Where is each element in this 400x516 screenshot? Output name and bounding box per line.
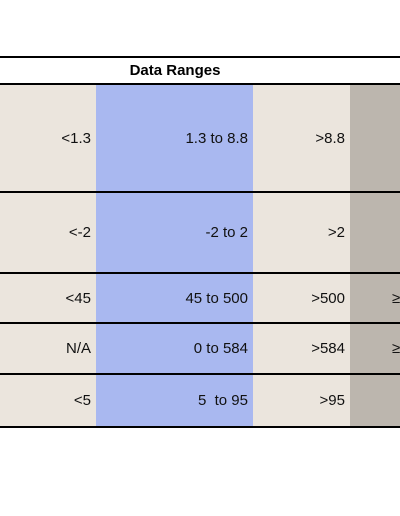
table-cell: 0 to 584: [96, 323, 253, 374]
table-cell: ≥: [350, 273, 400, 323]
table-cell: 5 to 95: [96, 374, 253, 427]
row-border: [0, 83, 400, 85]
table-cell: [350, 84, 400, 192]
row-border: [0, 272, 400, 274]
table-cell: 45 to 500: [96, 273, 253, 323]
table-cell: >2: [253, 192, 350, 273]
table-cell: >95: [253, 374, 350, 427]
table-cell: 1.3 to 8.8: [96, 84, 253, 192]
table-title: Data Ranges: [129, 62, 221, 79]
row-border: [0, 373, 400, 375]
table-cell: >584: [253, 323, 350, 374]
row-border: [0, 322, 400, 324]
table-cell: <5: [0, 374, 96, 427]
table-cell: ≥: [350, 323, 400, 374]
table-cell: -2 to 2: [96, 192, 253, 273]
row-border: [0, 191, 400, 193]
table-cell: <45: [0, 273, 96, 323]
table-cell: >500: [253, 273, 350, 323]
table-cell: N/A: [0, 323, 96, 374]
table-cell: <1.3: [0, 84, 96, 192]
table-cell: <-2: [0, 192, 96, 273]
table-cell: [350, 374, 400, 427]
table-cell: [350, 192, 400, 273]
row-border: [0, 56, 400, 58]
row-border: [0, 426, 400, 428]
table-cell: >8.8: [253, 84, 350, 192]
